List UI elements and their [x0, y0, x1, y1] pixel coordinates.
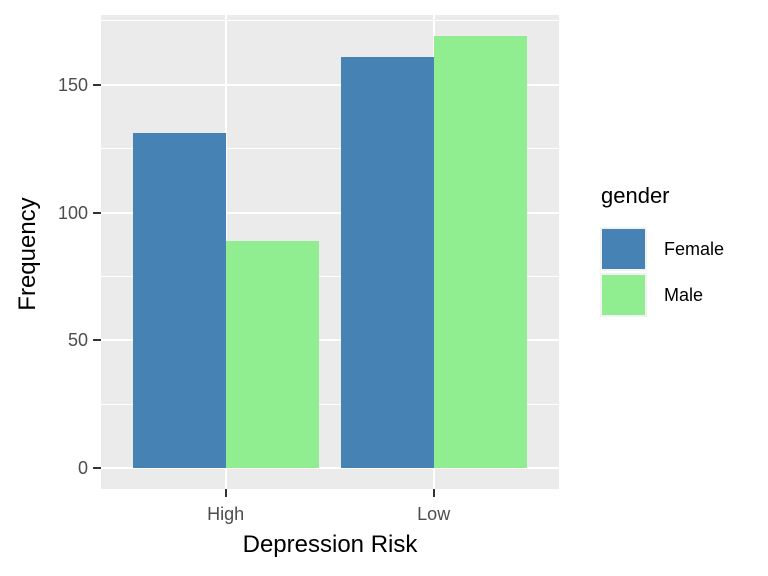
gridline-y-minor — [101, 276, 559, 277]
gridline-y-major — [101, 339, 559, 342]
bar-high-male — [225, 240, 319, 469]
gridline-y-major — [101, 211, 559, 214]
plot-panel — [101, 15, 559, 489]
gridline-y-minor — [101, 20, 559, 22]
x-tick-label-low: Low — [417, 504, 451, 524]
y-tick-mark-100 — [93, 211, 101, 214]
legend-label-male: Male — [664, 284, 704, 305]
gridline-y-major — [101, 83, 559, 86]
y-tick-label-50: 50 — [67, 330, 88, 351]
legend-item-female: Female — [600, 227, 765, 271]
bar-low-female — [340, 56, 434, 469]
gridline-y-minor — [101, 403, 559, 405]
x-tick-mark-low — [432, 489, 435, 497]
legend-swatch-male-icon — [602, 275, 645, 315]
bar-high-female — [132, 133, 226, 469]
y-tick-mark-150 — [93, 83, 101, 86]
y-tick-label-0: 0 — [77, 458, 88, 479]
bar-low-male — [433, 36, 527, 469]
y-tick-label-150: 150 — [57, 74, 88, 95]
x-tick-label-high: High — [207, 504, 245, 524]
legend-item-male: Male — [600, 273, 765, 317]
y-axis-title: Frequency — [14, 197, 41, 311]
x-tick-mark-high — [224, 489, 227, 497]
legend-label-female: Female — [664, 238, 725, 259]
legend-key-female — [600, 227, 647, 271]
y-tick-mark-0 — [93, 467, 101, 470]
legend-swatch-female-icon — [602, 229, 645, 269]
legend-key-male — [600, 273, 647, 317]
y-tick-mark-50 — [93, 339, 101, 342]
gridline-y-minor — [101, 148, 559, 150]
x-axis-title: Depression Risk — [242, 531, 418, 558]
y-tick-label-100: 100 — [57, 202, 88, 223]
legend-title: gender — [601, 183, 670, 208]
gridline-y-major — [101, 467, 559, 470]
legend: gender Female Male — [600, 182, 765, 319]
